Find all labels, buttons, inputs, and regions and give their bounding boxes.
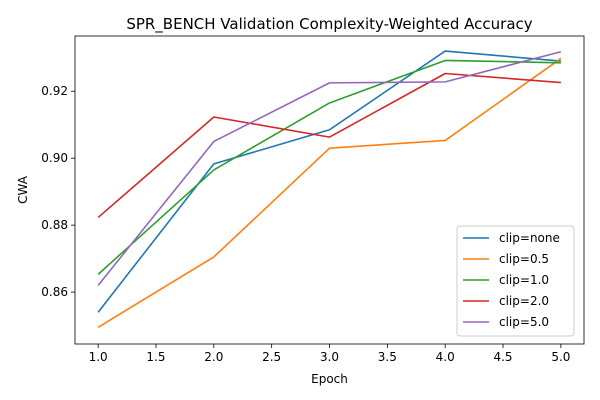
y-axis-title: CWA xyxy=(16,175,30,204)
y-tick-label: 0.92 xyxy=(41,84,68,98)
x-tick-label: 4.0 xyxy=(436,350,455,364)
legend-label-clip-none: clip=none xyxy=(499,231,560,245)
legend: clip=none clip=0.5 clip=1.0 clip=2.0 clip=5.… xyxy=(456,225,575,337)
y-tick-label: 0.90 xyxy=(41,151,68,165)
plot-frame xyxy=(74,35,585,345)
chart-title: SPR_BENCH Validation Complexity-Weighted… xyxy=(126,15,532,34)
series-lines xyxy=(97,50,562,328)
x-axis-title: Epoch xyxy=(311,372,348,386)
legend-label-clip-2-0: clip=2.0 xyxy=(499,294,549,308)
x-tick-label: 2.0 xyxy=(204,350,223,364)
legend-label-clip-0-5: clip=0.5 xyxy=(499,252,549,266)
x-axis: 1.0 1.5 2.0 2.5 3.0 3.5 4.0 4.5 5.0 xyxy=(89,344,570,364)
x-tick-label: 4.5 xyxy=(493,350,512,364)
x-tick-label: 5.0 xyxy=(551,350,570,364)
x-tick-label: 3.0 xyxy=(320,350,339,364)
x-tick-label: 2.5 xyxy=(262,350,281,364)
legend-label-clip-5-0: clip=5.0 xyxy=(499,315,549,329)
x-tick-label: 3.5 xyxy=(378,350,397,364)
y-axis: 0.86 0.88 0.90 0.92 xyxy=(41,84,75,299)
y-tick-label: 0.86 xyxy=(41,285,68,299)
legend-label-clip-1-0: clip=1.0 xyxy=(499,273,549,287)
y-tick-label: 0.88 xyxy=(41,218,68,232)
x-tick-label: 1.5 xyxy=(146,350,165,364)
legend-frame xyxy=(456,225,575,337)
x-tick-label: 1.0 xyxy=(89,350,108,364)
